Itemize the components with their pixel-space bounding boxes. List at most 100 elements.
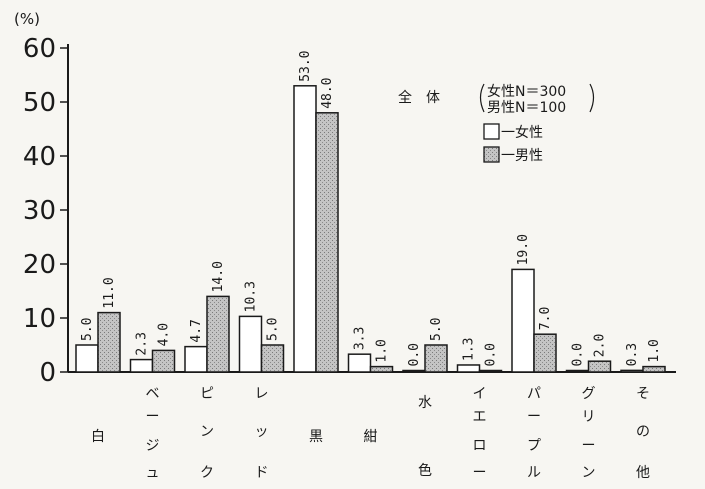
value-label: 4.0 [157,323,172,346]
value-label: 5.0 [80,318,95,341]
legend-n-male: 男性N＝100 [487,100,566,116]
category-char: ー [146,409,160,425]
category-char: ー [527,409,541,425]
legend-swatch-male [483,146,500,163]
value-label: 0.0 [571,343,586,366]
bar-male [97,311,121,373]
category-char: ー [582,438,596,454]
bar-male [424,344,448,373]
category-char: 白 [91,429,105,445]
value-label: 53.0 [298,50,313,81]
category-label: 黒 [309,429,323,445]
bar-male [587,360,612,373]
y-tick-label: 40 [23,142,56,172]
category-char: ジ [146,438,160,454]
value-label: 0.3 [625,343,640,366]
category-char: の [636,424,650,440]
y-tick-label: 60 [23,34,56,64]
category-char: 黒 [309,429,323,445]
bar-female [347,353,372,373]
category-char: プ [527,438,541,454]
category-char: ク [200,465,214,481]
category-char: ル [527,465,541,481]
value-label: 5.0 [429,318,444,341]
legend-item-male: 一男性 [501,148,543,164]
value-label: 2.0 [593,334,608,357]
category-label: 白 [91,429,105,445]
category-label: レッド [255,386,269,481]
category-char: 他 [636,465,650,481]
value-label: 2.3 [135,332,150,355]
y-tick-label: 20 [23,250,56,280]
bar-female [184,345,208,373]
bar-female [565,369,590,373]
category-char: パ [527,386,541,402]
category-char: ピ [200,386,214,402]
value-label: 48.0 [320,77,335,108]
bars [75,85,666,373]
legend-title: 全 体 [398,89,440,106]
category-char: ー [473,465,487,481]
legend-bracket-right [589,83,595,113]
y-axis-unit: (%) [14,10,40,28]
y-tick-label: 0 [39,358,56,388]
value-label: 7.0 [538,307,553,330]
bar-female [293,85,317,373]
category-char: ロ [473,438,487,454]
category-label: その他 [636,386,650,481]
bar-male [642,365,666,373]
bar-male [151,349,176,373]
category-char: ド [255,465,269,481]
bar-female [129,358,154,373]
bar-female [456,364,481,373]
value-label: 10.3 [244,281,259,312]
category-char: 水 [418,395,432,411]
bar-female [620,369,644,373]
value-label: 5.0 [266,318,281,341]
value-label: 1.3 [462,337,477,360]
category-char: 紺 [364,429,378,445]
bar-male [260,344,285,373]
y-tick-label: 50 [23,88,56,118]
bar-male [369,365,394,373]
value-label: 11.0 [102,277,117,308]
bar-male [533,333,557,373]
category-char: ュ [146,465,160,481]
bar-male [478,369,503,373]
legend-swatch-female [483,123,500,140]
value-label: 19.0 [516,234,531,265]
category-char: リ [582,409,596,425]
category-char: グ [582,386,596,402]
bar-male [315,112,339,373]
category-char: エ [473,409,487,425]
bar-female [238,315,263,373]
legend-bracket-left [479,83,485,113]
category-label: 水色 [418,395,432,479]
bar-male [206,295,230,373]
value-label: 4.7 [189,319,204,342]
category-label: 紺 [364,429,378,445]
value-label: 1.0 [647,339,662,362]
bar-female [75,344,99,373]
value-label: 0.0 [407,343,422,366]
value-label: 0.0 [484,343,499,366]
category-char: ン [200,424,214,440]
category-char: そ [636,386,650,402]
category-char: ベ [146,386,160,402]
bar-female [402,369,426,373]
value-label: 14.0 [211,261,226,292]
y-tick-label: 10 [23,304,56,334]
axes: (%) 0 10 20 30 40 50 60 [14,10,676,388]
category-label: ピンク [200,386,214,481]
value-label: 3.3 [353,327,368,350]
category-char: ン [582,465,596,481]
category-char: イ [473,386,487,402]
category-char: 色 [418,462,432,479]
